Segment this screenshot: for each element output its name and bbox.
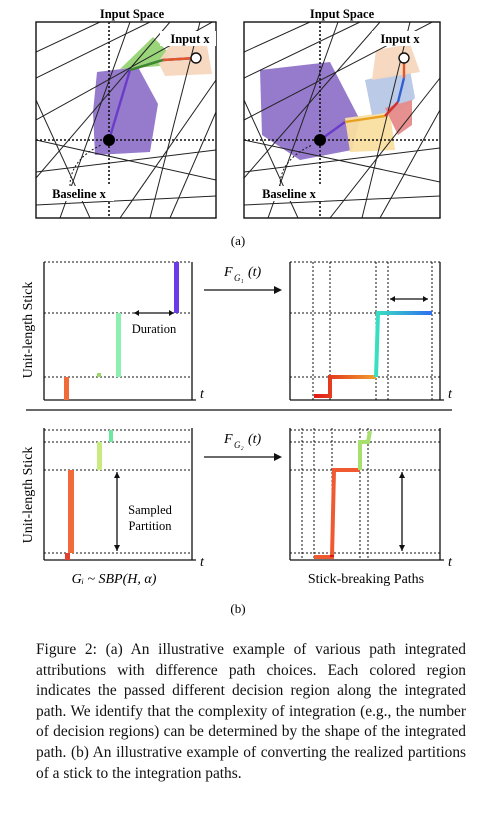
input-space-title-right: Input Space [310, 7, 375, 21]
baseline-point [103, 134, 115, 146]
formula: Gᵢ ~ SBP(H, α) [72, 572, 157, 587]
right-caption: Stick-breaking Paths [308, 572, 424, 587]
panel-b-top: Unit-length Stick Duration t F G₁ (t) [21, 261, 453, 402]
panel-a-left: Input x Baseline x Input Space [35, 7, 217, 219]
baseline-label-r: Baseline x [262, 187, 317, 201]
y-axis-label-top: Unit-length Stick [21, 282, 36, 379]
sampled-label-2: Partition [128, 519, 172, 533]
panel-a-right: Input x Baseline x Input Space [243, 7, 441, 219]
func-bottom-sub: G₂ [234, 440, 244, 450]
func-top-arg: (t) [248, 265, 262, 280]
caption-text: Figure 2: (a) An illustrative example of… [36, 641, 466, 782]
t-label-left-bottom: t [200, 555, 205, 570]
panel-b-bottom: Unit-length Stick Sampled Partition t F … [21, 428, 453, 570]
figure-2: Input x Baseline x Input Space [21, 7, 453, 616]
input-space-title-left: Input Space [100, 7, 165, 21]
sublabel-a: (a) [231, 233, 245, 248]
figure-caption: Figure 2: (a) An illustrative example of… [36, 640, 466, 784]
func-top-sub: G₁ [234, 273, 244, 283]
region-purple-r [260, 62, 360, 160]
region-peach-r [372, 44, 420, 80]
baseline-point-r [314, 134, 326, 146]
sublabel-b: (b) [230, 601, 245, 616]
sampled-label-1: Sampled [128, 503, 172, 517]
input-label-r: Input x [380, 32, 420, 46]
t-label-right-bottom: t [448, 555, 453, 570]
baseline-label: Baseline x [52, 187, 107, 201]
y-axis-label-bottom: Unit-length Stick [21, 447, 36, 544]
input-label: Input x [170, 32, 210, 46]
func-top: F [223, 265, 233, 280]
func-bottom: F [223, 432, 233, 447]
input-point-r [398, 52, 410, 64]
input-point [190, 52, 202, 64]
t-label-left-top: t [200, 387, 205, 402]
region-purple [93, 67, 158, 155]
duration-label: Duration [132, 322, 177, 336]
t-label-right-top: t [448, 387, 453, 402]
region-yellow [345, 112, 395, 152]
func-bottom-arg: (t) [248, 432, 262, 447]
